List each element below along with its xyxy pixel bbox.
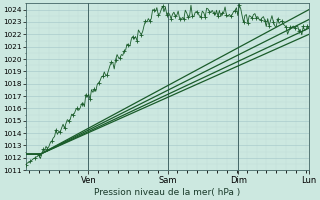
X-axis label: Pression niveau de la mer( hPa ): Pression niveau de la mer( hPa ) — [94, 188, 241, 197]
